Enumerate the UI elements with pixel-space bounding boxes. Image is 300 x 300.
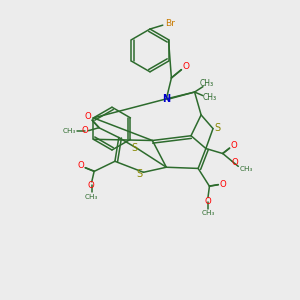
Text: O: O xyxy=(183,62,190,71)
Text: O: O xyxy=(232,158,239,167)
Text: O: O xyxy=(219,180,226,189)
Text: S: S xyxy=(214,123,220,133)
Text: CH₃: CH₃ xyxy=(85,194,98,200)
Text: S: S xyxy=(136,169,142,179)
Text: CH₃: CH₃ xyxy=(201,210,214,216)
Text: Br: Br xyxy=(165,19,175,28)
Text: CH₃: CH₃ xyxy=(203,93,217,102)
Text: CH₃: CH₃ xyxy=(62,128,76,134)
Text: O: O xyxy=(84,112,91,121)
Text: CH₃: CH₃ xyxy=(200,79,214,88)
Text: O: O xyxy=(204,197,211,206)
Text: CH₃: CH₃ xyxy=(239,166,253,172)
Text: O: O xyxy=(77,161,84,170)
Text: O: O xyxy=(230,141,237,150)
Text: S: S xyxy=(131,142,138,153)
Text: O: O xyxy=(88,181,94,190)
Text: N: N xyxy=(162,94,170,104)
Text: O: O xyxy=(82,126,88,135)
